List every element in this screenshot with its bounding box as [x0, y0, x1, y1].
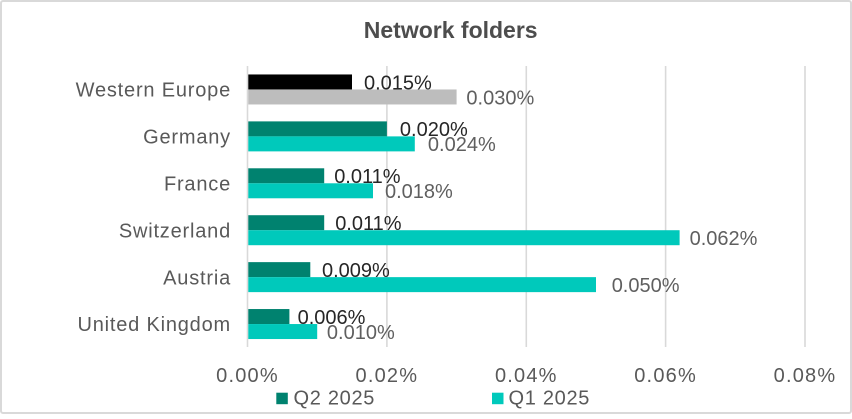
svg-text:Network folders: Network folders: [364, 17, 538, 43]
svg-text:0.04%: 0.04%: [495, 365, 558, 387]
svg-text:0.011%: 0.011%: [334, 166, 401, 188]
svg-text:0.024%: 0.024%: [428, 134, 496, 156]
svg-text:Q1 2025: Q1 2025: [509, 387, 591, 409]
svg-text:0.030%: 0.030%: [466, 87, 534, 109]
svg-text:0.08%: 0.08%: [774, 365, 837, 387]
svg-text:0.06%: 0.06%: [634, 365, 697, 387]
svg-text:0.009%: 0.009%: [322, 260, 390, 282]
svg-text:0.00%: 0.00%: [216, 365, 279, 387]
svg-text:Germany: Germany: [143, 127, 231, 149]
svg-text:0.018%: 0.018%: [385, 181, 453, 203]
svg-text:0.010%: 0.010%: [327, 322, 395, 344]
svg-text:Switzerland: Switzerland: [119, 220, 231, 242]
svg-text:0.011%: 0.011%: [335, 213, 402, 235]
svg-text:0.062%: 0.062%: [690, 228, 758, 250]
svg-text:United Kingdom: United Kingdom: [77, 314, 231, 336]
svg-text:0.02%: 0.02%: [356, 365, 419, 387]
svg-text:Austria: Austria: [163, 267, 231, 289]
svg-text:0.050%: 0.050%: [612, 275, 680, 297]
svg-text:0.020%: 0.020%: [400, 119, 468, 141]
svg-text:Q2 2025: Q2 2025: [294, 387, 376, 409]
svg-text:0.015%: 0.015%: [364, 72, 432, 94]
svg-text:Western Europe: Western Europe: [76, 80, 231, 102]
svg-text:France: France: [164, 174, 231, 196]
svg-text:0.006%: 0.006%: [298, 307, 366, 329]
